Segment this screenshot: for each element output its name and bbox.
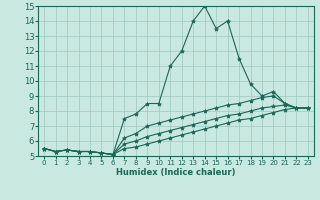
X-axis label: Humidex (Indice chaleur): Humidex (Indice chaleur) — [116, 168, 236, 177]
